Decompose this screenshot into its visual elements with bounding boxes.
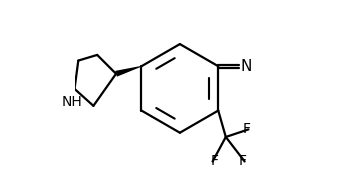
Text: N: N <box>240 59 252 74</box>
Polygon shape <box>115 66 142 77</box>
Text: F: F <box>242 122 250 136</box>
Text: F: F <box>211 154 219 169</box>
Text: NH: NH <box>61 95 82 108</box>
Text: F: F <box>239 154 246 169</box>
